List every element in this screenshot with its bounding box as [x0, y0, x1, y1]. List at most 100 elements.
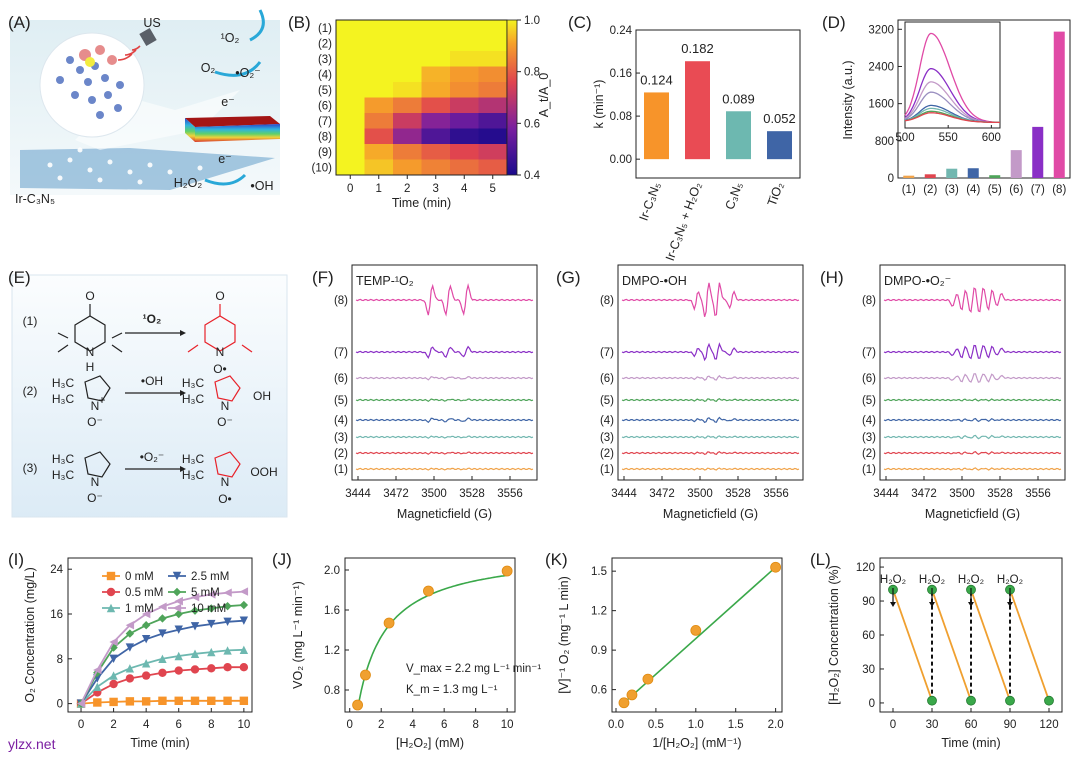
data-point	[109, 637, 118, 647]
hydroxyl-label: •OH	[250, 179, 273, 193]
arrow-head	[1007, 602, 1013, 607]
heatmap-x-axis-title: Time (min)	[392, 196, 451, 210]
dmpo-methyl: H₃C	[52, 452, 75, 466]
tmp-methyl	[111, 332, 123, 339]
x-tick-label: 10	[501, 719, 514, 731]
x-tick-label: 3556	[497, 488, 523, 500]
heatmap-cell	[393, 82, 422, 98]
heatmap-x-tick: 4	[461, 183, 468, 195]
trace-label: (7)	[334, 347, 348, 359]
trace-label: (7)	[862, 347, 876, 359]
panel-k-lineweaver-chart: 0.0 0.5 1.0 1.5 2.0 0.6 0.9 1.2 1.5 1/[H₂O₂] (mM⁻…	[557, 557, 784, 750]
tmp-hydrogen: H	[86, 360, 95, 374]
y-tick-label: 0	[888, 173, 894, 185]
x-axis-title: Magneticfield (G)	[397, 507, 492, 521]
x-category-label: Ir-C₃N₅ + H₂O₂	[663, 180, 704, 263]
y-axis-title: k (min⁻¹)	[592, 80, 606, 129]
data-point	[690, 624, 702, 636]
heatmap-cell	[421, 82, 451, 98]
tempo-nitrogen: N	[216, 345, 225, 359]
panel-g-epr: 3444 3472 3500 3528 3556 Magneticfield (G) DMP…	[600, 264, 804, 521]
x-category-label: (2)	[923, 184, 937, 196]
legend-label: 1 mM	[125, 603, 154, 615]
y-tick-label: 1.2	[591, 606, 607, 618]
y-axis-title: [H₂O₂] Concentration (%)	[827, 565, 841, 705]
heatmap-row-label: (6)	[318, 100, 332, 112]
x-tick-label: 3472	[383, 488, 409, 500]
data-point	[239, 600, 249, 610]
x-tick-label: 3472	[649, 488, 675, 500]
decay-segment-line	[892, 589, 933, 701]
heatmap-cell	[478, 97, 508, 114]
dmpo-methyl: H₃C	[52, 376, 75, 390]
y-tick-label: 2.0	[324, 565, 340, 577]
data-point	[927, 695, 937, 706]
electron-label-lower: e⁻	[218, 152, 232, 166]
data-point	[158, 629, 167, 638]
dmpo-ooh-ring	[214, 451, 241, 478]
x-category-label: Ir-C₃N₅	[636, 180, 663, 222]
data-point	[223, 617, 232, 627]
heatmap-cell	[450, 97, 479, 114]
heatmap-cell	[336, 128, 365, 145]
data-point	[190, 665, 200, 674]
colorbar-tick: 1.0	[524, 15, 540, 27]
x-tick-label: 3444	[345, 488, 371, 500]
trace-label: (2)	[862, 448, 876, 460]
trace-label: (6)	[862, 373, 876, 385]
epr-trace	[621, 342, 800, 362]
heatmap-cell	[450, 35, 479, 52]
arrow-to-hydroxyl-icon	[204, 173, 247, 186]
data-point	[223, 663, 232, 672]
x-tick-label: 2	[378, 719, 384, 731]
plot-frame	[351, 264, 538, 481]
x-tick-label: 30	[926, 719, 939, 731]
y-axis-title: O₂ Concentration (mg/L)	[23, 567, 37, 702]
x-axis-title: Time (min)	[130, 736, 189, 750]
data-point	[158, 614, 167, 623]
y-axis-title: Intensity (a.u.)	[841, 60, 855, 139]
plot-frame	[67, 557, 253, 713]
epr-trace	[355, 417, 534, 424]
x-tick-label: 4	[409, 719, 416, 731]
epr-trace	[883, 434, 1062, 440]
x-tick-label: 0	[890, 719, 896, 731]
x-tick-label: 90	[1004, 719, 1017, 731]
arrow-head	[180, 390, 186, 396]
x-tick-label: 0	[347, 719, 353, 731]
y-tick-label: 120	[856, 562, 875, 574]
trace-label: (4)	[862, 415, 876, 427]
x-tick-label: 3528	[459, 488, 485, 500]
epr-trace	[883, 451, 1062, 456]
dmpo-nitrogen: N	[91, 399, 100, 413]
data-point	[141, 635, 151, 644]
data-point	[158, 602, 167, 611]
heatmap-cell	[336, 66, 365, 83]
heatmap-cell	[336, 113, 365, 129]
heatmap-cell	[421, 66, 451, 83]
ir-atom	[85, 57, 95, 67]
data-point	[174, 596, 183, 606]
heatmap-cell	[421, 51, 451, 67]
data-point	[207, 664, 216, 673]
x-axis-title: Magneticfield (G)	[663, 507, 758, 521]
colorbar-tick: 0.8	[524, 67, 540, 79]
h2o2-addition-label: H₂O₂	[958, 574, 984, 586]
trace-label: (1)	[334, 464, 348, 476]
superoxide-label: •O₂⁻	[235, 66, 261, 80]
bar	[1010, 150, 1022, 178]
heatmap-cell	[364, 82, 394, 98]
data-point	[174, 625, 183, 634]
data-point	[76, 699, 86, 708]
data-point	[109, 679, 118, 689]
x-category-label: C₃N₅	[723, 180, 746, 211]
y-tick-label: 16	[50, 609, 63, 621]
dmpo-ooh-methyl: H₃C	[182, 468, 205, 482]
heatmap-cell	[478, 35, 508, 52]
dmpo-nitrogen: N	[91, 475, 100, 489]
reaction-1-number: (1)	[23, 314, 38, 328]
inset-x-tick: 500	[895, 132, 914, 144]
legend-marker	[106, 587, 116, 597]
arrow-head	[929, 602, 935, 607]
bar-value-label: 0.052	[763, 111, 796, 126]
